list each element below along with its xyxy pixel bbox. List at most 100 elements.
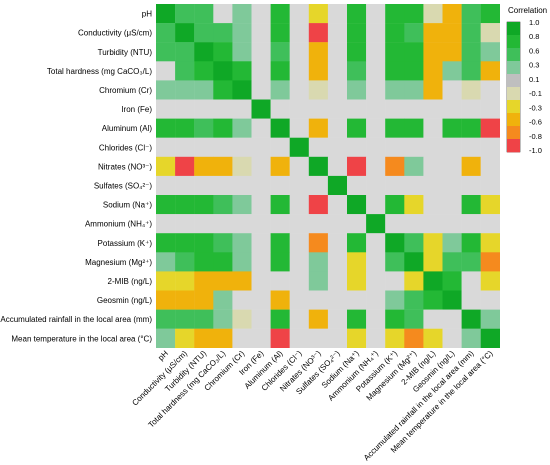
heatmap-cell (270, 23, 290, 43)
heatmap-cell (404, 233, 424, 253)
heatmap-cell (366, 233, 386, 253)
heatmap-cell (327, 309, 348, 329)
heatmap-cell (213, 23, 233, 43)
heatmap-cell (308, 4, 329, 24)
heatmap-cell (423, 61, 443, 81)
heatmap-cell (404, 42, 424, 62)
heatmap-cell (213, 175, 233, 196)
heatmap-cell (461, 214, 481, 234)
legend-swatch (507, 48, 520, 62)
heatmap-cell (270, 290, 290, 310)
y-tick-label: Chlorides (Cl⁻) (99, 143, 152, 152)
heatmap-cell (347, 99, 367, 119)
heatmap-cell (232, 252, 252, 272)
legend-tick-label: 1.0 (529, 18, 539, 27)
heatmap-cell (423, 214, 443, 234)
heatmap-cell (423, 195, 443, 215)
heatmap-cell (251, 195, 271, 215)
legend-swatch (507, 87, 520, 101)
heatmap-cell (461, 99, 481, 119)
heatmap-cell (366, 156, 386, 177)
heatmap-cell (308, 23, 329, 43)
heatmap-cell (156, 118, 176, 138)
heatmap-cell (480, 328, 500, 348)
heatmap-cell (251, 137, 271, 157)
heatmap-cell (175, 23, 195, 43)
heatmap-cell (423, 137, 443, 157)
heatmap-cell (194, 195, 214, 215)
heatmap-cell (461, 137, 481, 157)
heatmap-cell (308, 80, 329, 100)
heatmap-cell (366, 61, 386, 81)
color-legend: Correlation 1.0 0.8 0.6 0.3 0.1 -0.1 -0.3 -0.6 -… (506, 6, 547, 155)
heatmap-cell (251, 61, 271, 81)
heatmap-cell (194, 23, 214, 43)
heatmap-cell (404, 61, 424, 81)
heatmap-cell (270, 328, 290, 348)
heatmap-cell (289, 23, 309, 43)
legend-tick-label: -1.0 (529, 146, 542, 155)
heatmap-cell (194, 80, 214, 100)
heatmap-cell (194, 233, 214, 253)
heatmap-cell (270, 195, 290, 215)
heatmap-cell (194, 290, 214, 310)
heatmap-cell (308, 118, 329, 138)
y-tick-label: Aluminum (Al) (102, 124, 153, 133)
heatmap-cell (404, 99, 424, 119)
legend-tick-labels: 1.0 0.8 0.6 0.3 0.1 -0.1 -0.3 -0.6 -0.8 -1.0 (529, 18, 542, 155)
heatmap-cell (385, 175, 405, 196)
heatmap-cell (289, 118, 309, 138)
heatmap-cell (461, 118, 481, 138)
heatmap-cell (404, 23, 424, 43)
y-tick-label: Turbidity (NTU) (98, 48, 153, 57)
heatmap-cell (175, 137, 195, 157)
heatmap-cell (232, 61, 252, 81)
y-tick-label: Accumulated rainfall in the local area (… (0, 315, 152, 324)
heatmap-cell (461, 42, 481, 62)
legend-tick-label: 0.3 (529, 61, 539, 70)
x-tick-label: Total hardness (mg CaCO₃/L) (147, 349, 228, 430)
heatmap-cell (480, 233, 500, 253)
heatmap-cell (194, 252, 214, 272)
heatmap-cell (327, 233, 348, 253)
heatmap-cell (404, 175, 424, 196)
heatmap-cell (423, 118, 443, 138)
heatmap-cell (404, 137, 424, 157)
heatmap-cell (213, 271, 233, 291)
heatmap-cell (347, 42, 367, 62)
heatmap-cell (213, 214, 233, 234)
heatmap-cell (308, 233, 329, 253)
heatmap-cell (251, 233, 271, 253)
heatmap-cell (232, 137, 252, 157)
heatmap-cell (156, 252, 176, 272)
heatmap-cell (289, 4, 309, 24)
heatmap-cell (213, 309, 233, 329)
heatmap-cell (213, 61, 233, 81)
heatmap-cell (194, 309, 214, 329)
heatmap-cell (270, 99, 290, 119)
y-tick-label: Nitrates (NO³⁻) (98, 162, 152, 171)
heatmap-cell (251, 99, 271, 119)
heatmap-cell (404, 214, 424, 234)
heatmap-cell (327, 23, 348, 43)
heatmap-cell (461, 252, 481, 272)
heatmap-cell (194, 271, 214, 291)
heatmap-cell (270, 214, 290, 234)
heatmap-cell (289, 252, 309, 272)
heatmap-cell (423, 80, 443, 100)
heatmap-cell (442, 290, 462, 310)
heatmap-cell (480, 290, 500, 310)
heatmap-cell (366, 80, 386, 100)
heatmap-cell (385, 61, 405, 81)
heatmap-cell (232, 195, 252, 215)
heatmap-cell (232, 4, 252, 24)
legend-tick-label: -0.3 (529, 103, 542, 112)
heatmap-cell (156, 80, 176, 100)
heatmap-cell (175, 290, 195, 310)
heatmap-cell (423, 4, 443, 24)
heatmap-cell (480, 175, 500, 196)
heatmap-cell (385, 156, 405, 177)
heatmap-cell (213, 290, 233, 310)
heatmap-cell (327, 214, 348, 234)
y-tick-label: 2-MIB (ng/L) (108, 277, 153, 286)
